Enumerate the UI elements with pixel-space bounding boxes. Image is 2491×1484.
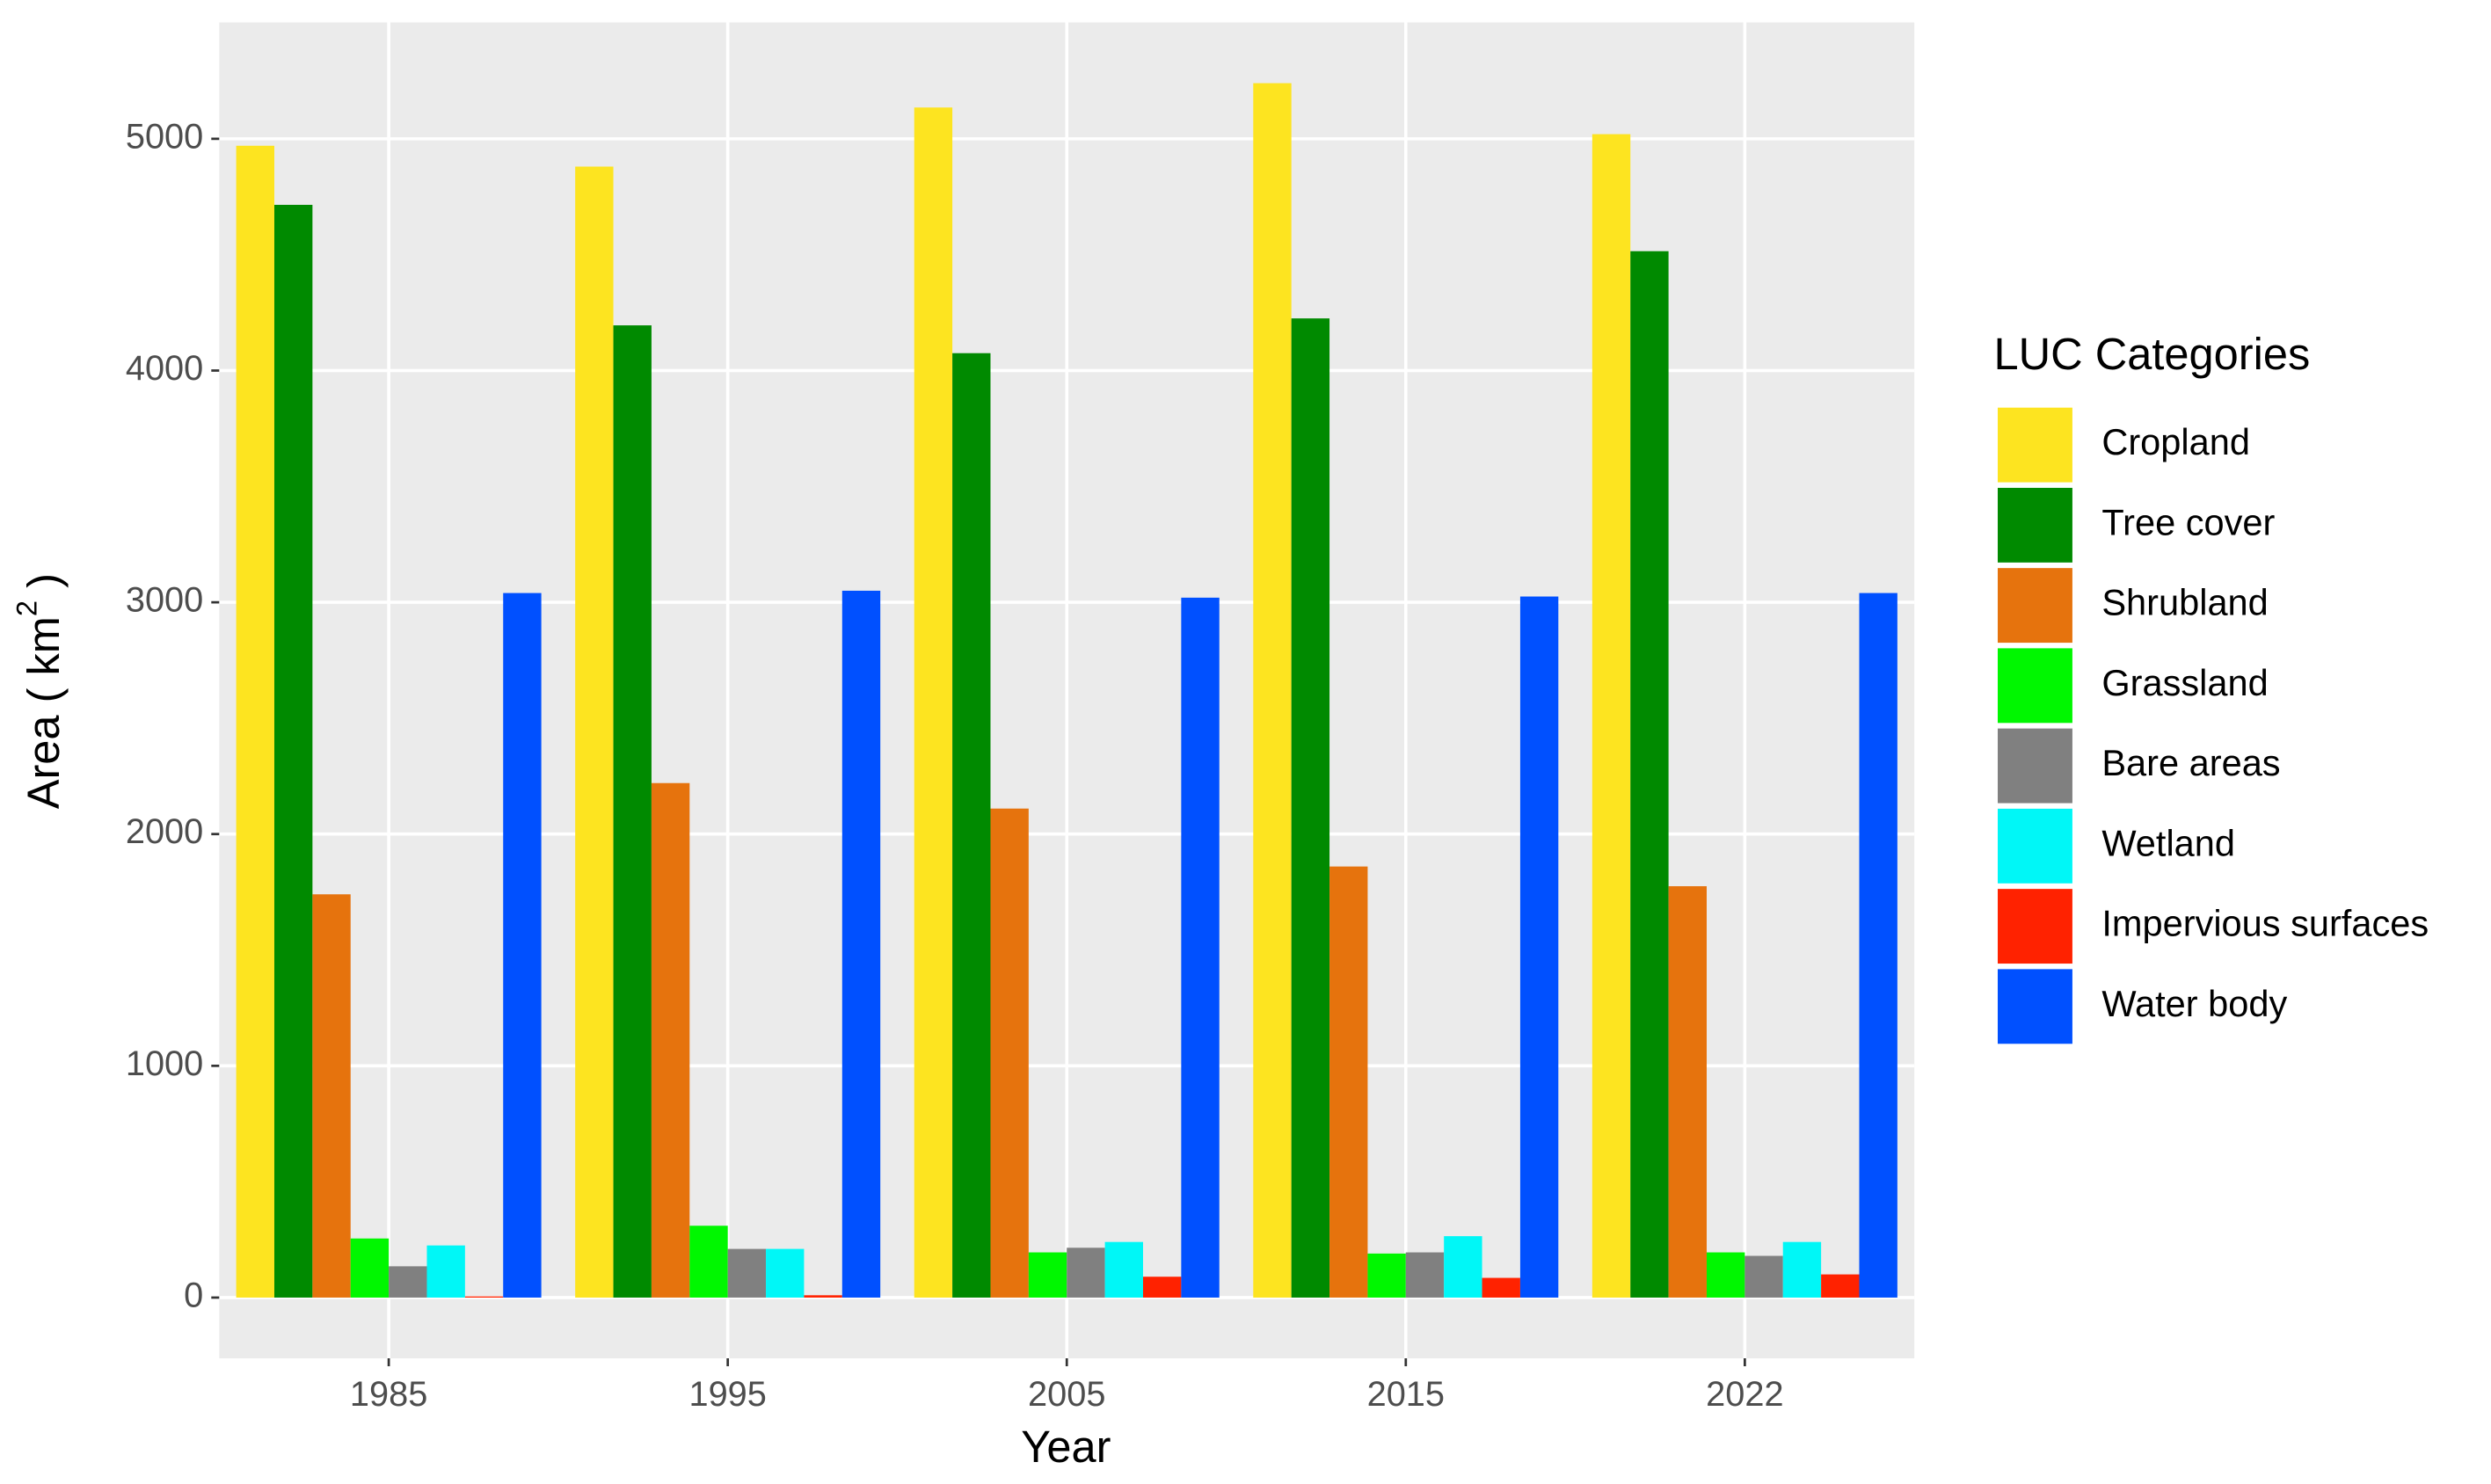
bar xyxy=(1067,1248,1105,1298)
bar xyxy=(1329,866,1368,1298)
legend-label: Impervious surfaces xyxy=(2101,903,2429,944)
y-tick-label: 5000 xyxy=(126,117,203,156)
bar xyxy=(1253,83,1292,1298)
legend-label: Cropland xyxy=(2101,421,2250,462)
y-axis-title-part: ) xyxy=(19,573,69,600)
bar xyxy=(1519,596,1559,1298)
bar xyxy=(1367,1253,1406,1298)
bar xyxy=(1706,1252,1745,1298)
x-tick-label: 1995 xyxy=(688,1375,766,1414)
bar xyxy=(1142,1277,1182,1298)
bar xyxy=(1181,597,1220,1298)
legend-key xyxy=(1996,405,2074,484)
bar xyxy=(1444,1236,1482,1298)
y-axis-title-part: Area ( km xyxy=(19,616,69,809)
y-axis-title: Area ( km2 ) xyxy=(11,573,69,809)
bar xyxy=(1405,1252,1445,1298)
y-tick-label: 4000 xyxy=(126,349,203,388)
bar xyxy=(952,353,991,1298)
bar xyxy=(841,590,881,1298)
legend-key xyxy=(1996,967,2074,1046)
bar xyxy=(1104,1241,1143,1298)
bar xyxy=(426,1245,465,1298)
bar xyxy=(464,1296,504,1298)
bar xyxy=(503,593,542,1298)
legend-key xyxy=(1996,566,2074,644)
bar xyxy=(1859,593,1897,1298)
bar xyxy=(1630,251,1669,1298)
x-tick-label: 1985 xyxy=(350,1375,427,1414)
bar xyxy=(1668,886,1707,1298)
y-axis-title-sup: 2 xyxy=(11,600,42,616)
bar xyxy=(273,205,313,1298)
bar xyxy=(914,107,953,1298)
y-tick-label: 2000 xyxy=(126,812,203,851)
bar xyxy=(990,808,1029,1298)
bar xyxy=(236,145,274,1298)
bar xyxy=(613,325,652,1298)
bar xyxy=(1482,1277,1520,1298)
bar xyxy=(689,1226,728,1298)
bar xyxy=(1591,134,1631,1298)
x-tick-label: 2005 xyxy=(1028,1375,1105,1414)
bar xyxy=(389,1266,427,1298)
legend-label: Tree cover xyxy=(2101,501,2275,542)
bar xyxy=(651,782,690,1298)
legend-key xyxy=(1996,486,2074,564)
legend-key xyxy=(1996,887,2074,965)
bar xyxy=(1782,1241,1822,1298)
y-tick-label: 3000 xyxy=(126,581,203,620)
legend-label: Wetland xyxy=(2101,822,2235,863)
legend-label: Bare areas xyxy=(2101,742,2280,783)
legend-label: Water body xyxy=(2101,983,2287,1024)
x-axis-title: Year xyxy=(1021,1422,1111,1472)
bar xyxy=(766,1248,805,1298)
x-tick-label: 2015 xyxy=(1367,1375,1445,1414)
bar xyxy=(727,1248,767,1298)
bar xyxy=(1028,1252,1067,1298)
bar xyxy=(350,1238,390,1298)
bar xyxy=(1821,1274,1860,1298)
x-tick-label: 2022 xyxy=(1706,1375,1783,1414)
bar xyxy=(575,166,614,1298)
legend-label: Shrubland xyxy=(2101,582,2268,623)
bar xyxy=(1291,318,1330,1298)
legend-title: LUC Categories xyxy=(1993,329,2310,379)
bar xyxy=(1744,1255,1783,1298)
legend-key xyxy=(1996,726,2074,805)
bar xyxy=(804,1295,842,1298)
legend-key xyxy=(1996,807,2074,885)
y-tick-label: 1000 xyxy=(126,1044,203,1083)
legend-label: Grassland xyxy=(2101,662,2268,703)
legend-key xyxy=(1996,646,2074,725)
y-tick-label: 0 xyxy=(184,1276,203,1314)
bar xyxy=(312,894,351,1298)
